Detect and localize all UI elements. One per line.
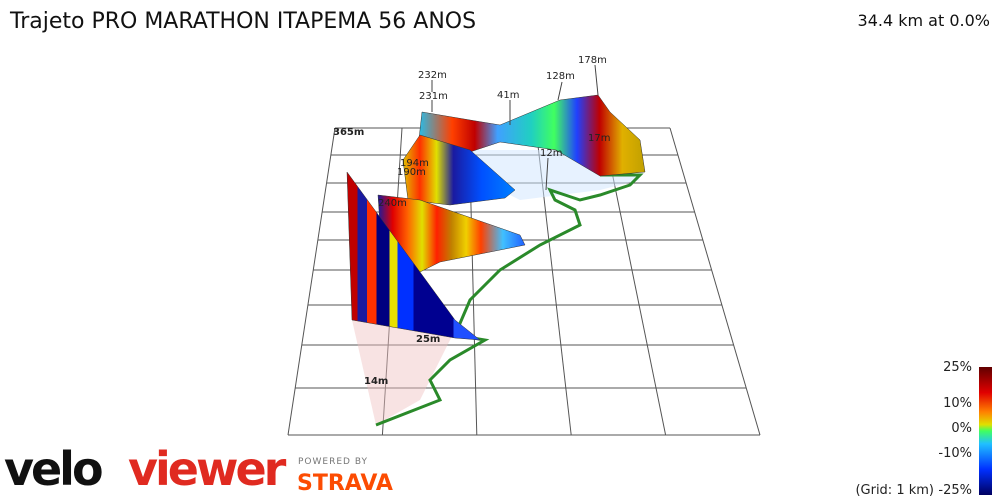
route-line (375, 173, 644, 427)
powered-by: POWERED BY (298, 457, 368, 467)
legend-label: -25% (938, 483, 972, 498)
elevation-wall (346, 171, 481, 341)
grid-line (669, 127, 761, 436)
elevation-wall (417, 94, 646, 177)
grid-note: (Grid: 1 km) (855, 483, 934, 498)
legend-label: -10% (938, 446, 972, 461)
elevation-label: 232m (418, 70, 447, 81)
elevation-label: 41m (497, 90, 519, 101)
grid-line (287, 127, 336, 436)
strava-logo: STRAVA (297, 471, 393, 496)
elevation-label: 178m (578, 55, 607, 66)
legend-label: 0% (951, 421, 972, 436)
label-leaders (431, 64, 599, 191)
elevation-label: 194m (400, 158, 429, 169)
elevation-label: 14m (364, 376, 388, 387)
legend-label: 10% (943, 396, 972, 411)
legend-label: 25% (943, 360, 972, 375)
legend: 25% 10% 0% -10% -25% (Grid: 1 km) (855, 360, 972, 498)
elevation-label: 190m (397, 167, 426, 178)
elevation-label: 17m (588, 133, 610, 144)
elevation-label: 12m (540, 148, 562, 159)
title: Trajeto PRO MARATHON ITAPEMA 56 ANOS (9, 9, 476, 34)
elevation-label: 25m (416, 334, 440, 345)
elevation-label: 231m (419, 91, 448, 102)
elevation-label: 240m (378, 198, 407, 209)
legend-colorbar (979, 367, 992, 495)
logo-velo: velo (4, 442, 102, 496)
logo-viewer: viewer (128, 442, 287, 496)
elevation-label: 365m (333, 127, 364, 138)
elevation-label: 128m (546, 71, 575, 82)
summary: 34.4 km at 0.0% (858, 11, 990, 30)
